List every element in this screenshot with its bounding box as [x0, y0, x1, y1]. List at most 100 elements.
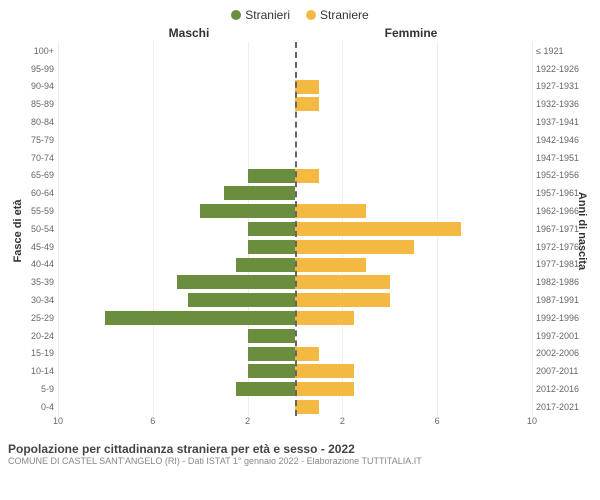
- female-bar: [295, 293, 390, 307]
- plot-area: 100+≤ 192195-991922-192690-941927-193185…: [58, 42, 532, 416]
- male-half: [58, 60, 295, 78]
- male-bar: [248, 240, 295, 254]
- male-bar: [248, 329, 295, 343]
- birth-label: 1997-2001: [536, 331, 586, 341]
- age-label: 60-64: [14, 188, 54, 198]
- age-label: 35-39: [14, 277, 54, 287]
- birth-label: 1947-1951: [536, 153, 586, 163]
- age-label: 80-84: [14, 117, 54, 127]
- x-tick: 2: [340, 416, 345, 426]
- age-label: 85-89: [14, 99, 54, 109]
- age-label: 5-9: [14, 384, 54, 394]
- male-bar: [248, 222, 295, 236]
- male-bar: [177, 275, 296, 289]
- female-swatch: [306, 10, 316, 20]
- birth-label: 2012-2016: [536, 384, 586, 394]
- female-half: [295, 309, 532, 327]
- male-half: [58, 220, 295, 238]
- male-half: [58, 95, 295, 113]
- footer: Popolazione per cittadinanza straniera p…: [8, 442, 592, 466]
- legend-female-label: Straniere: [320, 8, 369, 22]
- age-label: 95-99: [14, 64, 54, 74]
- female-bar: [295, 311, 354, 325]
- male-bar: [200, 204, 295, 218]
- birth-label: 1937-1941: [536, 117, 586, 127]
- female-bar: [295, 364, 354, 378]
- x-tick: 10: [53, 416, 63, 426]
- panel-title-female: Femmine: [300, 26, 522, 40]
- male-half: [58, 309, 295, 327]
- male-bar: [248, 347, 295, 361]
- birth-label: ≤ 1921: [536, 46, 586, 56]
- age-label: 40-44: [14, 259, 54, 269]
- legend-male-label: Stranieri: [245, 8, 290, 22]
- chart: Maschi Femmine Fasce di età Anni di nasc…: [8, 26, 592, 436]
- female-half: [295, 380, 532, 398]
- age-label: 15-19: [14, 348, 54, 358]
- x-axis: 10622610: [58, 416, 532, 436]
- male-half: [58, 78, 295, 96]
- female-half: [295, 131, 532, 149]
- birth-label: 2002-2006: [536, 348, 586, 358]
- male-half: [58, 131, 295, 149]
- female-half: [295, 202, 532, 220]
- male-half: [58, 273, 295, 291]
- legend: Stranieri Straniere: [8, 8, 592, 22]
- female-bar: [295, 80, 319, 94]
- age-label: 65-69: [14, 170, 54, 180]
- male-half: [58, 398, 295, 416]
- male-half: [58, 380, 295, 398]
- male-half: [58, 327, 295, 345]
- female-half: [295, 95, 532, 113]
- male-half: [58, 291, 295, 309]
- female-half: [295, 42, 532, 60]
- x-tick: 10: [527, 416, 537, 426]
- birth-label: 1932-1936: [536, 99, 586, 109]
- age-label: 100+: [14, 46, 54, 56]
- age-label: 30-34: [14, 295, 54, 305]
- birth-label: 1987-1991: [536, 295, 586, 305]
- x-tick: 6: [435, 416, 440, 426]
- female-half: [295, 256, 532, 274]
- birth-label: 1977-1981: [536, 259, 586, 269]
- female-half: [295, 398, 532, 416]
- birth-label: 1967-1971: [536, 224, 586, 234]
- male-half: [58, 238, 295, 256]
- birth-label: 1927-1931: [536, 81, 586, 91]
- female-half: [295, 273, 532, 291]
- x-tick: 2: [245, 416, 250, 426]
- age-label: 0-4: [14, 402, 54, 412]
- male-swatch: [231, 10, 241, 20]
- female-half: [295, 220, 532, 238]
- age-label: 20-24: [14, 331, 54, 341]
- male-bar: [236, 258, 295, 272]
- x-tick: 6: [150, 416, 155, 426]
- age-label: 90-94: [14, 81, 54, 91]
- female-half: [295, 238, 532, 256]
- female-half: [295, 345, 532, 363]
- birth-label: 1952-1956: [536, 170, 586, 180]
- female-bar: [295, 204, 366, 218]
- female-half: [295, 291, 532, 309]
- age-label: 75-79: [14, 135, 54, 145]
- male-bar: [236, 382, 295, 396]
- female-half: [295, 113, 532, 131]
- female-bar: [295, 240, 414, 254]
- panel-titles: Maschi Femmine: [78, 26, 522, 40]
- male-bar: [248, 169, 295, 183]
- birth-label: 1992-1996: [536, 313, 586, 323]
- birth-label: 2017-2021: [536, 402, 586, 412]
- male-half: [58, 362, 295, 380]
- female-bar: [295, 275, 390, 289]
- age-label: 55-59: [14, 206, 54, 216]
- age-label: 25-29: [14, 313, 54, 323]
- male-half: [58, 202, 295, 220]
- legend-female: Straniere: [306, 8, 369, 22]
- birth-label: 2007-2011: [536, 366, 586, 376]
- male-half: [58, 256, 295, 274]
- male-bar: [188, 293, 295, 307]
- female-bar: [295, 222, 461, 236]
- birth-label: 1972-1976: [536, 242, 586, 252]
- male-half: [58, 345, 295, 363]
- age-label: 10-14: [14, 366, 54, 376]
